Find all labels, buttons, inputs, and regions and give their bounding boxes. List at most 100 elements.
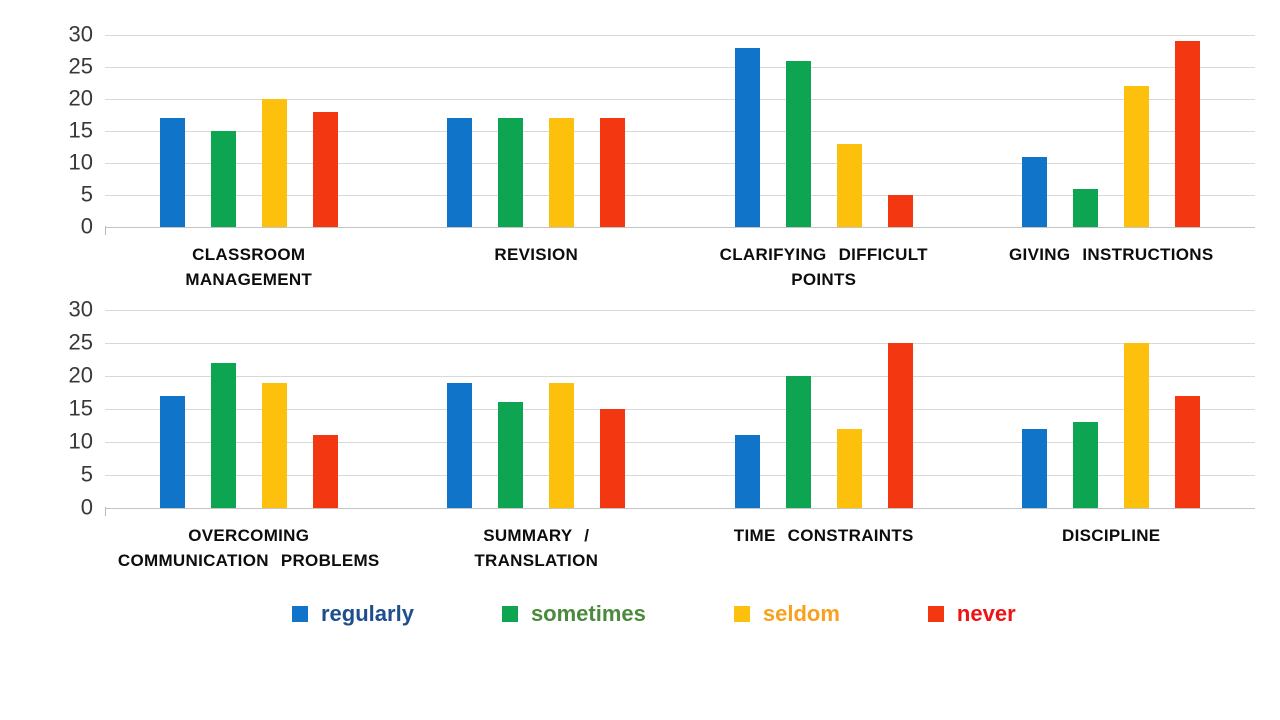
bar-regularly: [159, 395, 185, 508]
chart-legend: regularly sometimes seldom never: [0, 601, 1280, 627]
bar-never: [600, 409, 626, 508]
y-axis: 30 25 20 15 10 5 0: [0, 296, 105, 519]
gridline: [105, 475, 1255, 476]
bar-seldom: [1124, 343, 1150, 508]
legend-label-seldom: seldom: [762, 601, 840, 626]
y-axis-tick-label: 0: [80, 213, 93, 239]
gridline: [105, 131, 1255, 132]
bar-regularly: [734, 47, 760, 227]
legend-swatch-never-icon: [927, 606, 944, 622]
bar-sometimes: [210, 131, 236, 227]
bar-sometimes: [1073, 188, 1099, 227]
bar-group: [105, 310, 393, 508]
bar-seldom: [836, 143, 862, 227]
bar-group: [680, 35, 968, 227]
y-axis-tick-label: 5: [80, 181, 93, 207]
legend-swatch-regularly-icon: [292, 606, 308, 622]
legend-item-regularly: regularly: [292, 601, 414, 627]
y-axis-tick-label: 20: [68, 362, 93, 388]
y-axis-tick-label: 15: [68, 395, 93, 421]
category-label: OVERCOMING COMMUNICATION PROBLEMS: [105, 523, 393, 573]
y-axis-tick-label: 30: [68, 296, 93, 322]
bar-seldom: [549, 382, 575, 508]
x-axis-tick: [105, 507, 106, 516]
category-label-line: DISCIPLINE: [1062, 526, 1161, 545]
category-label: TIME CONSTRAINTS: [680, 523, 968, 573]
gridline: [105, 67, 1255, 68]
bar-chart-top: 30 25 20 15 10 5 0 CLASSROOM MANAGEMENT REVISION C…: [0, 21, 1280, 292]
bar-group: [968, 310, 1256, 508]
bar-sometimes: [785, 376, 811, 508]
y-axis-tick-label: 25: [68, 53, 93, 79]
y-axis-tick-label: 10: [68, 428, 93, 454]
gridline: [105, 227, 1255, 228]
x-axis-tick: [105, 226, 106, 235]
bar-sometimes: [498, 118, 524, 227]
bar-seldom: [1124, 86, 1150, 227]
x-axis-labels: OVERCOMING COMMUNICATION PROBLEMS SUMMARY …: [105, 523, 1255, 573]
gridline: [105, 409, 1255, 410]
legend-swatch-seldom-icon: [733, 606, 750, 622]
category-label: CLARIFYING DIFFICULT POINTS: [680, 242, 968, 292]
bar-regularly: [1022, 428, 1048, 508]
legend-item-never: never: [927, 601, 1016, 627]
gridline: [105, 35, 1255, 36]
y-axis-tick-label: 5: [80, 461, 93, 487]
gridline: [105, 441, 1255, 443]
gridline: [105, 310, 1255, 311]
gridline: [105, 375, 1255, 377]
y-axis-tick-label: 20: [68, 85, 93, 111]
y-axis-tick-label: 0: [80, 494, 93, 520]
gridline: [105, 195, 1255, 196]
bar-never: [312, 111, 338, 227]
plot-area: [105, 35, 1255, 235]
bar-sometimes: [1073, 422, 1099, 508]
y-axis-tick-label: 25: [68, 329, 93, 355]
bar-never: [312, 435, 338, 508]
category-label-line: SUMMARY /: [483, 526, 590, 545]
bar-group: [680, 310, 968, 508]
bar-seldom: [261, 99, 287, 227]
bar-sometimes: [785, 60, 811, 227]
bar-group: [393, 310, 681, 508]
bar-sometimes: [210, 362, 236, 508]
bar-never: [1175, 41, 1201, 227]
legend-item-sometimes: sometimes: [501, 601, 646, 627]
legend-label-never: never: [956, 601, 1016, 626]
bar-never: [887, 343, 913, 508]
bar-regularly: [1022, 156, 1048, 227]
bar-regularly: [447, 382, 473, 508]
category-label: GIVING INSTRUCTIONS: [968, 242, 1256, 292]
bar-never: [887, 195, 913, 227]
y-axis-tick-label: 15: [68, 117, 93, 143]
y-axis-tick-label: 10: [68, 149, 93, 175]
category-label: DISCIPLINE: [968, 523, 1256, 573]
plot-area: [105, 310, 1256, 516]
legend-item-seldom: seldom: [733, 601, 840, 627]
bar-sometimes: [498, 402, 524, 508]
y-axis-tick-label: 30: [68, 21, 93, 47]
bar-regularly: [734, 435, 760, 508]
category-label-line: CLARIFYING DIFFICULT: [719, 245, 928, 264]
category-label-line: MANAGEMENT: [185, 270, 313, 289]
bar-group: [393, 35, 681, 227]
legend-swatch-sometimes-icon: [501, 606, 518, 622]
bar-group: [105, 35, 393, 227]
legend-label-sometimes: sometimes: [530, 601, 646, 626]
bar-seldom: [549, 118, 575, 227]
bar-never: [600, 118, 626, 227]
chart-body: 30 25 20 15 10 5 0: [0, 21, 1280, 238]
category-label-line: CLASSROOM: [192, 245, 306, 264]
category-label-line: GIVING INSTRUCTIONS: [1009, 245, 1214, 264]
bar-seldom: [836, 428, 862, 508]
x-axis-labels: CLASSROOM MANAGEMENT REVISION CLARIFYING DI…: [105, 242, 1255, 292]
category-label-line: COMMUNICATION PROBLEMS: [117, 551, 380, 570]
bar-regularly: [447, 118, 473, 227]
y-axis: 30 25 20 15 10 5 0: [0, 21, 105, 238]
bar-chart-bottom: 30 25 20 15 10 5 0 OVERCOMING COMMUNICATION PROB…: [0, 296, 1280, 573]
gridline: [105, 508, 1255, 509]
gridline: [105, 99, 1255, 100]
category-label-line: REVISION: [494, 245, 579, 264]
bar-seldom: [261, 382, 287, 508]
